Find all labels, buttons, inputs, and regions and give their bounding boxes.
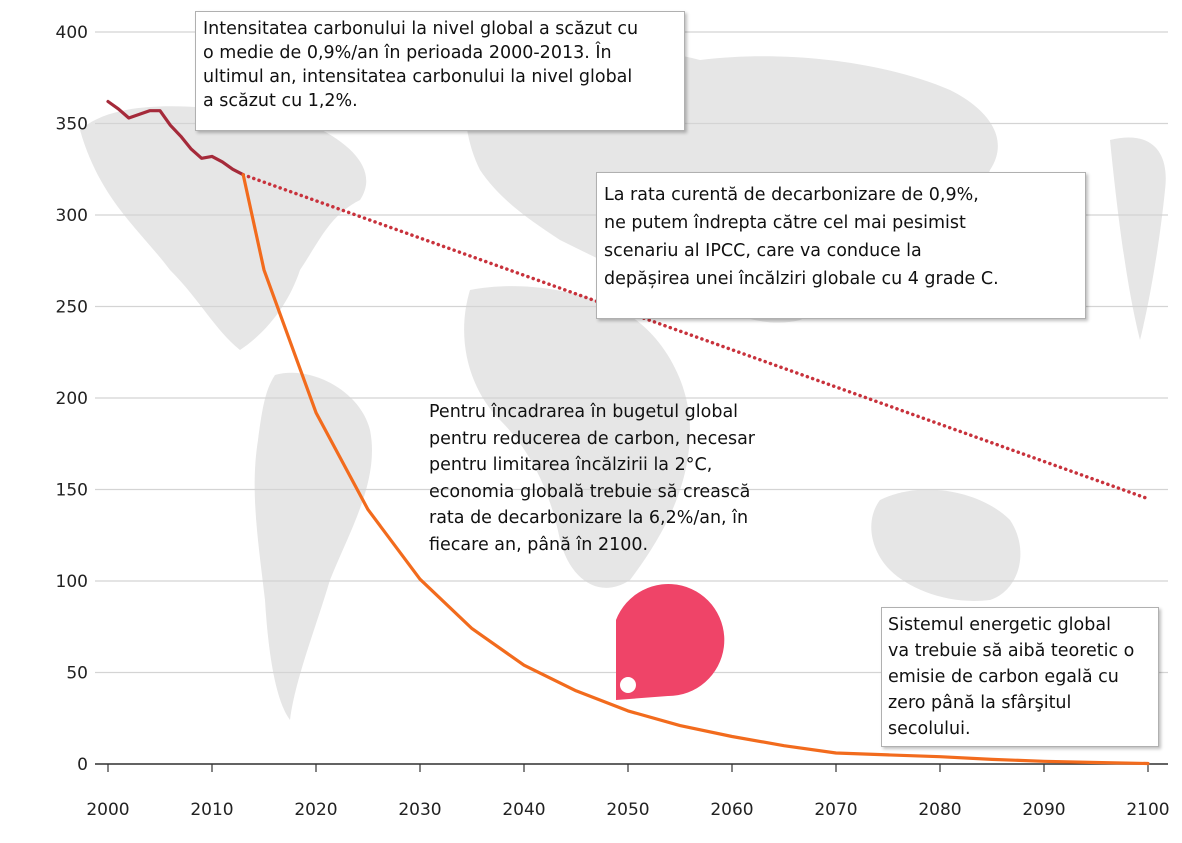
annotation-line: secolului. <box>888 719 971 739</box>
y-axis-ticks: 0 50 100 150 200 250 300 350 400 <box>56 23 88 775</box>
y-tick-label: 350 <box>56 115 88 135</box>
x-axis-ticks: 2000 2010 2020 2030 2040 2050 2060 2070 2080 2090… <box>86 763 1170 820</box>
annotation-line: zero până la sfârşitul <box>888 693 1072 713</box>
annotation-line: ultimul an, intensitatea carbonului la n… <box>203 67 633 87</box>
x-tick-label: 2040 <box>502 800 545 820</box>
annotation-line: emisie de carbon egală cu <box>888 667 1119 687</box>
annotation-line: La rata curentă de decarbonizare de 0,9%… <box>604 185 979 205</box>
y-tick-label: 200 <box>56 389 88 409</box>
annotation-line: scenariu al IPCC, care va conduce la <box>604 241 922 261</box>
y-tick-label: 150 <box>56 481 88 501</box>
x-tick-label: 2020 <box>294 800 337 820</box>
x-tick-label: 2080 <box>918 800 961 820</box>
annotation-line: pentru limitarea încălzirii la 2°C, <box>429 455 713 475</box>
y-tick-label: 0 <box>77 755 88 775</box>
x-tick-label: 2060 <box>710 800 753 820</box>
y-tick-label: 100 <box>56 572 88 592</box>
annotation-line: Pentru încadrarea în bugetul global <box>429 402 739 422</box>
current-rate-dotted-line <box>241 172 1150 501</box>
annotation-line: o medie de 0,9%/an în perioada 2000-2013… <box>203 43 612 63</box>
x-tick-label: 2030 <box>398 800 441 820</box>
y-tick-label: 300 <box>56 206 88 226</box>
annotation-current-rate: La rata curentă de decarbonizare de 0,9%… <box>596 172 1086 319</box>
x-tick-label: 2090 <box>1022 800 1065 820</box>
annotation-line: rata de decarbonizare la 6,2%/an, în <box>429 508 749 528</box>
annotation-historical-trend: Intensitatea carbonului la nivel global … <box>195 11 685 131</box>
historical-series-line <box>106 99 245 177</box>
annotation-line: economia globală trebuie să crească <box>429 481 751 502</box>
annotation-line: Intensitatea carbonului la nivel global … <box>203 19 639 39</box>
x-tick-label: 2010 <box>190 800 233 820</box>
annotation-zero-emissions: Sistemul energetic global va trebuie să … <box>881 607 1159 747</box>
annotation-line: depășirea unei încălziri globale cu 4 gr… <box>604 269 999 289</box>
x-tick-label: 2050 <box>606 800 649 820</box>
y-tick-label: 50 <box>66 664 88 684</box>
target-decarbonization-curve <box>241 173 1150 766</box>
annotation-line: ne putem îndrepta către cel mai pesimist <box>604 213 966 233</box>
circle-marker-icon <box>616 584 725 700</box>
annotation-line: a scăzut cu 1,2%. <box>203 91 358 111</box>
annotation-line: fiecare an, până în 2100. <box>429 534 649 555</box>
x-tick-label: 2100 <box>1126 800 1169 820</box>
annotation-line: va trebuie să aibă teoretic o <box>888 641 1135 661</box>
y-tick-label: 400 <box>56 23 88 43</box>
x-tick-label: 2000 <box>86 800 129 820</box>
x-tick-label: 2070 <box>814 800 857 820</box>
annotation-two-degree-budget: Pentru încadrarea în bugetul global pent… <box>425 396 781 567</box>
y-tick-label: 250 <box>56 298 88 318</box>
annotation-line: pentru reducerea de carbon, necesar <box>429 428 755 449</box>
annotation-line: Sistemul energetic global <box>888 615 1111 635</box>
series-group <box>106 99 1150 766</box>
